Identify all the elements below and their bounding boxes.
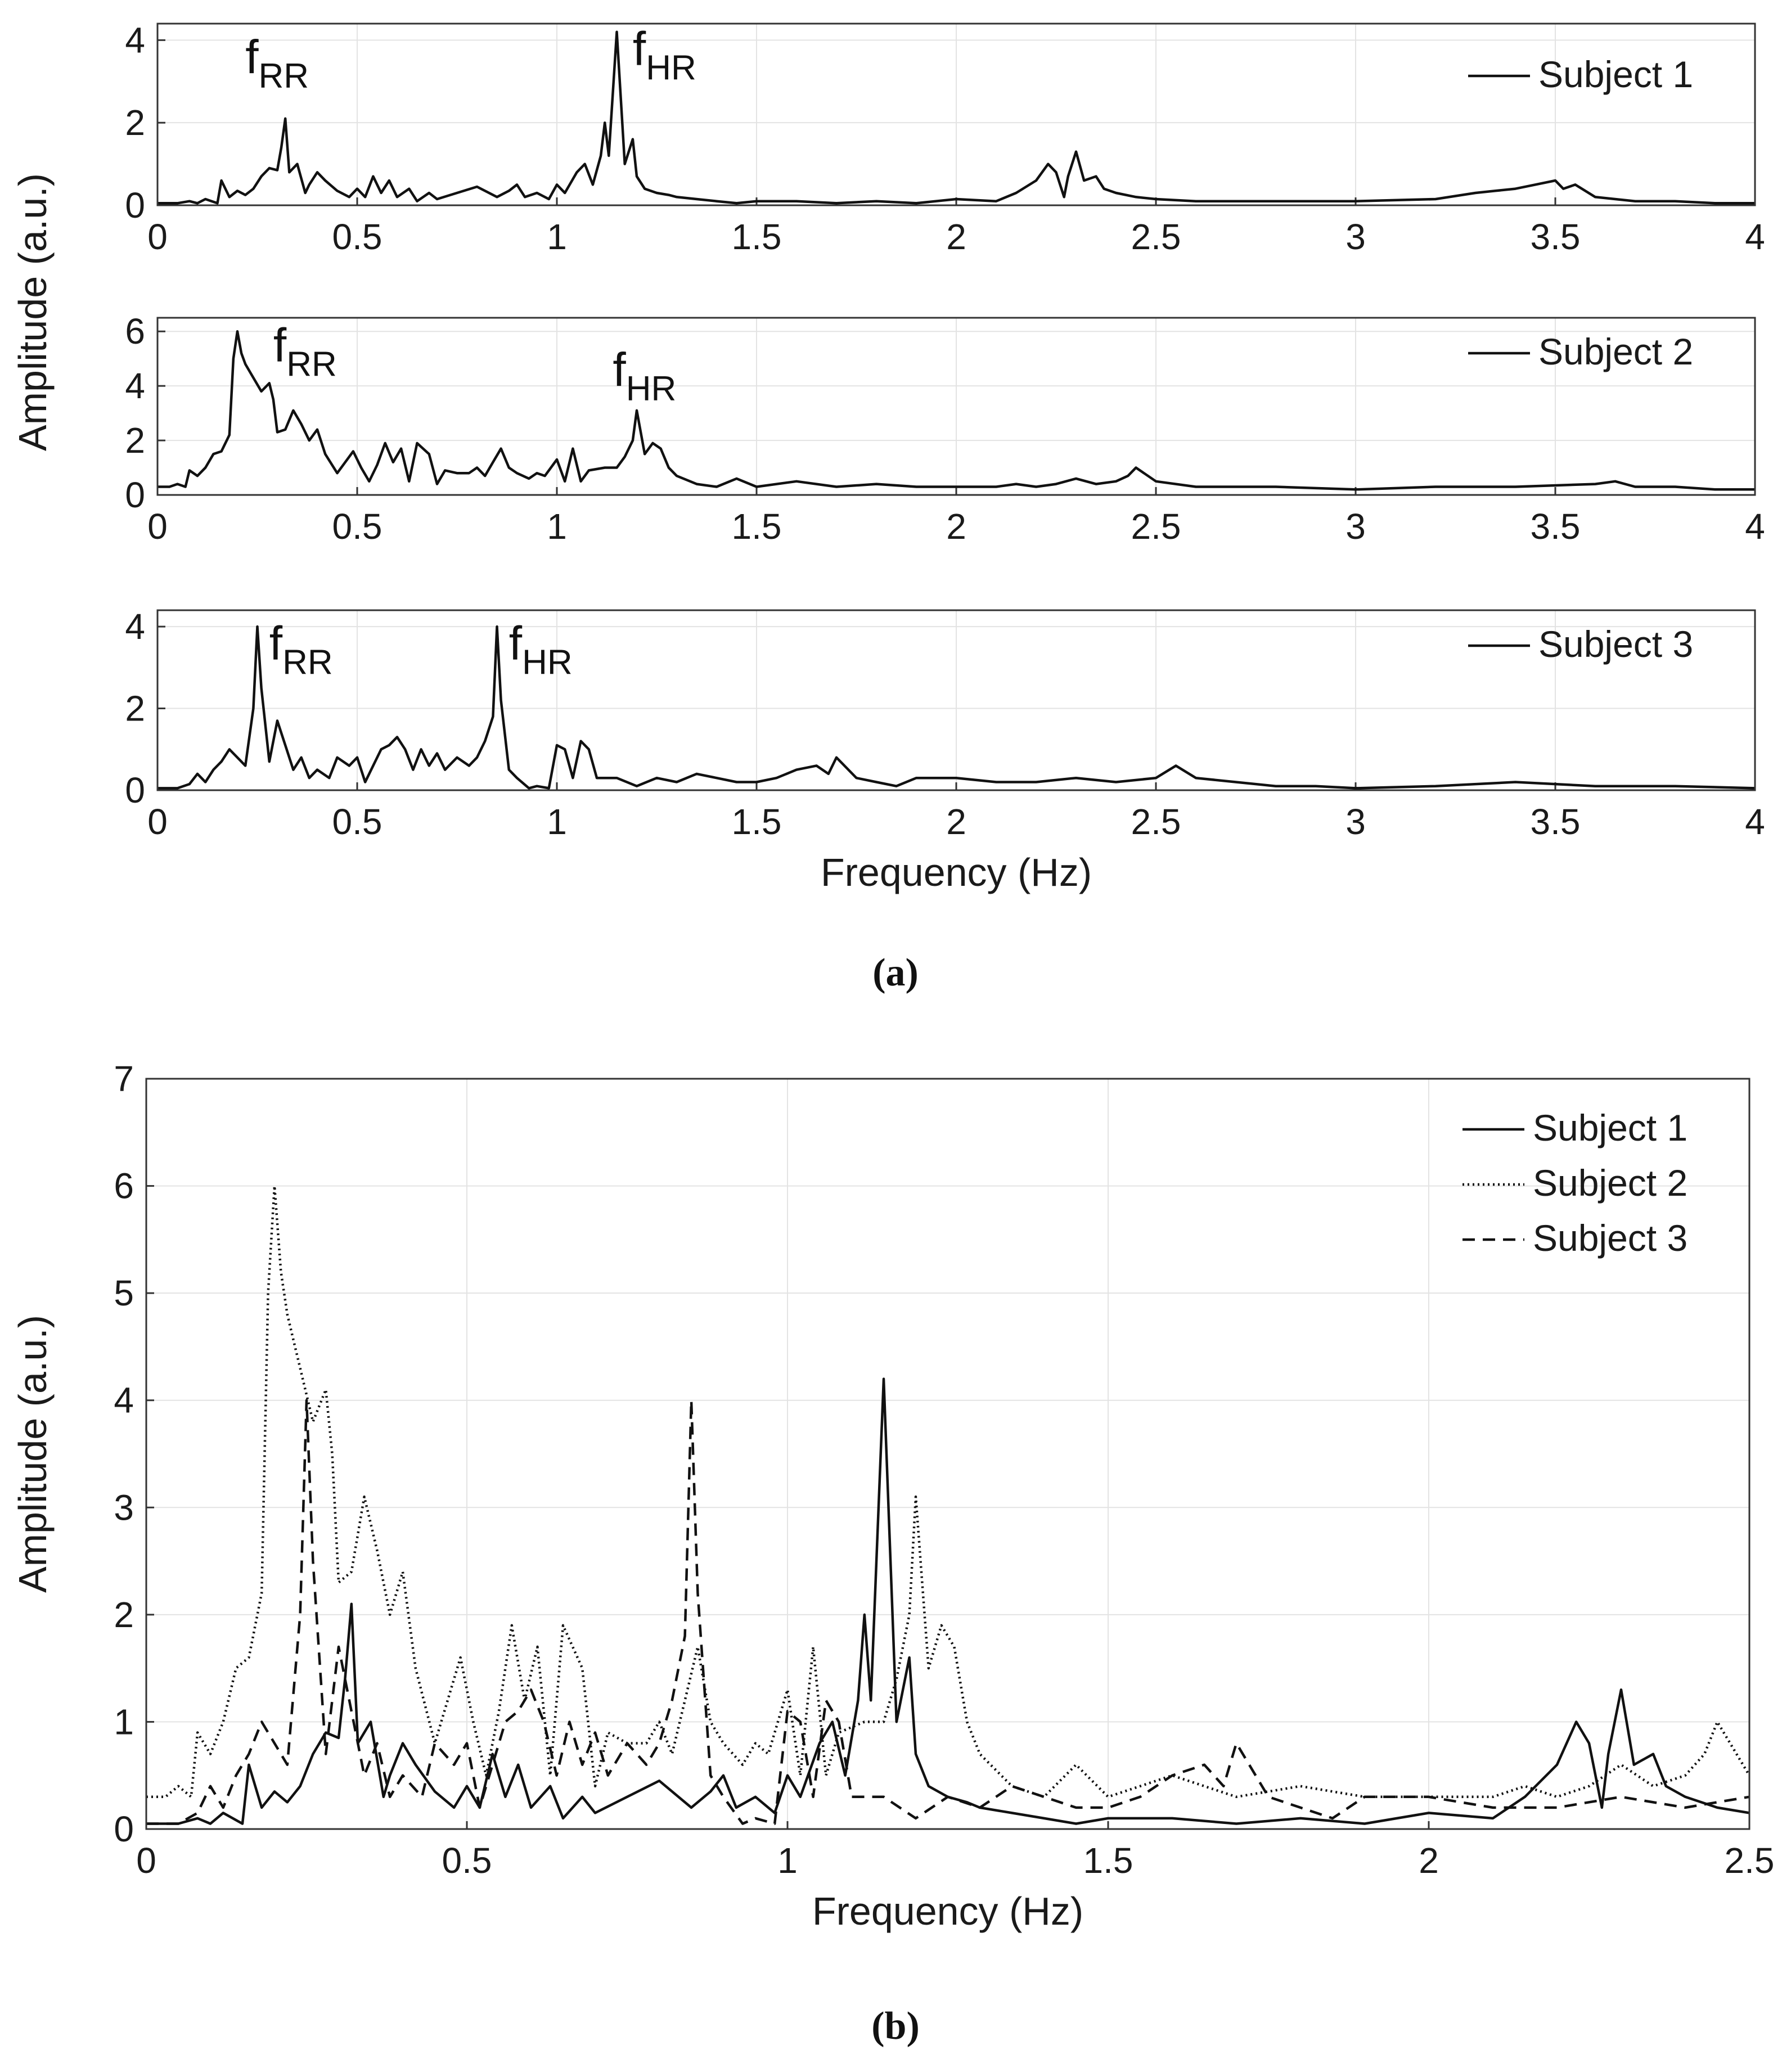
x-axis-label: Frequency (Hz) (812, 1889, 1083, 1933)
x-tick-label: 4 (1745, 801, 1765, 842)
legend-label: Subject 3 (1538, 623, 1693, 665)
x-tick-label: 2.5 (1725, 1840, 1775, 1881)
y-tick-label: 1 (114, 1701, 134, 1742)
x-tick-label: 1.5 (732, 801, 782, 842)
shared-y-axis-label: Amplitude (a.u.) (11, 173, 55, 451)
peak-annotation-subscript: HR (626, 370, 677, 408)
x-tick-label: 1.5 (732, 217, 782, 257)
y-tick-label: 2 (114, 1594, 134, 1635)
peak-annotation-subscript: HR (522, 643, 573, 682)
x-tick-label: 1.5 (732, 506, 782, 547)
series-line-subject-2 (158, 330, 1755, 491)
x-tick-label: 3 (1346, 217, 1366, 257)
x-axis-label: Frequency (Hz) (821, 850, 1092, 894)
y-tick-label: 2 (125, 102, 145, 143)
x-tick-label: 0 (147, 217, 168, 257)
x-tick-label: 2 (1419, 1840, 1439, 1881)
y-tick-label: 0 (125, 475, 145, 515)
x-tick-label: 3 (1346, 506, 1366, 547)
x-tick-label: 3 (1346, 801, 1366, 842)
x-tick-label: 0 (136, 1840, 156, 1881)
x-tick-label: 0 (147, 801, 168, 842)
plot-frame (156, 609, 1756, 791)
x-tick-label: 2.5 (1131, 506, 1181, 547)
x-tick-label: 1 (777, 1840, 798, 1881)
y-tick-label: 0 (125, 770, 145, 810)
series-line-subject-2 (146, 1184, 1750, 1799)
x-tick-label: 1 (547, 801, 567, 842)
caption-a: (a) (872, 951, 919, 994)
y-tick-label: 4 (114, 1380, 134, 1421)
x-tick-label: 2.5 (1131, 217, 1181, 257)
x-tick-label: 3.5 (1531, 506, 1581, 547)
x-tick-label: 0.5 (442, 1840, 492, 1881)
series-line-subject-1 (146, 1377, 1750, 1825)
x-tick-label: 2.5 (1131, 801, 1181, 842)
x-tick-label: 2 (946, 217, 966, 257)
plot-frame (156, 22, 1756, 206)
y-tick-label: 7 (114, 1058, 134, 1099)
x-tick-label: 0.5 (332, 506, 382, 547)
y-tick-label: 0 (114, 1809, 134, 1849)
x-tick-label: 0.5 (332, 217, 382, 257)
plot-area-b (146, 1079, 1749, 1829)
y-tick-label: 5 (114, 1273, 134, 1313)
x-tick-label: 4 (1745, 217, 1765, 257)
y-tick-label: 4 (125, 366, 145, 406)
y-tick-label: 4 (125, 20, 145, 60)
series-line-subject-3 (146, 1399, 1750, 1825)
y-tick-label: 6 (114, 1166, 134, 1206)
y-tick-label: 4 (125, 606, 145, 647)
y-tick-label: 2 (125, 688, 145, 729)
peak-annotation-subscript: RR (259, 57, 309, 96)
series-line-subject-3 (158, 625, 1756, 790)
y-tick-label: 6 (125, 311, 145, 352)
x-tick-label: 1.5 (1083, 1840, 1133, 1881)
x-tick-label: 0.5 (332, 801, 382, 842)
peak-annotation-subscript: HR (646, 48, 696, 87)
plot-frame (145, 1078, 1750, 1830)
peak-annotation-subscript: RR (286, 345, 337, 384)
legend-label: Subject 1 (1533, 1107, 1688, 1148)
legend-label: Subject 1 (1538, 53, 1693, 95)
x-tick-label: 1 (547, 217, 567, 257)
x-tick-label: 2 (946, 801, 966, 842)
chart-panel-b: 0 0.5 1 1.5 2 2.5 0 1 2 3 4 5 6 7 Subject 1 Subject 2 Su… (11, 1058, 1774, 1933)
x-tick-label: 3.5 (1531, 801, 1581, 842)
y-tick-label: 3 (114, 1487, 134, 1528)
peak-annotation-subscript: RR (282, 643, 333, 682)
x-tick-label: 3.5 (1531, 217, 1581, 257)
legend-label: Subject 2 (1538, 331, 1693, 372)
y-tick-label: 0 (125, 185, 145, 226)
plot-frame (156, 317, 1756, 496)
legend-label: Subject 2 (1533, 1162, 1688, 1204)
caption-b: (b) (871, 2005, 920, 2048)
y-tick-label: 2 (125, 420, 145, 461)
x-tick-label: 2 (946, 506, 966, 547)
x-tick-label: 1 (547, 506, 567, 547)
y-axis-label: Amplitude (a.u.) (11, 1315, 55, 1593)
x-tick-label: 0 (147, 506, 168, 547)
legend-label: Subject 3 (1533, 1217, 1688, 1259)
series-line-subject-1 (158, 30, 1755, 205)
x-tick-label: 4 (1745, 506, 1765, 547)
